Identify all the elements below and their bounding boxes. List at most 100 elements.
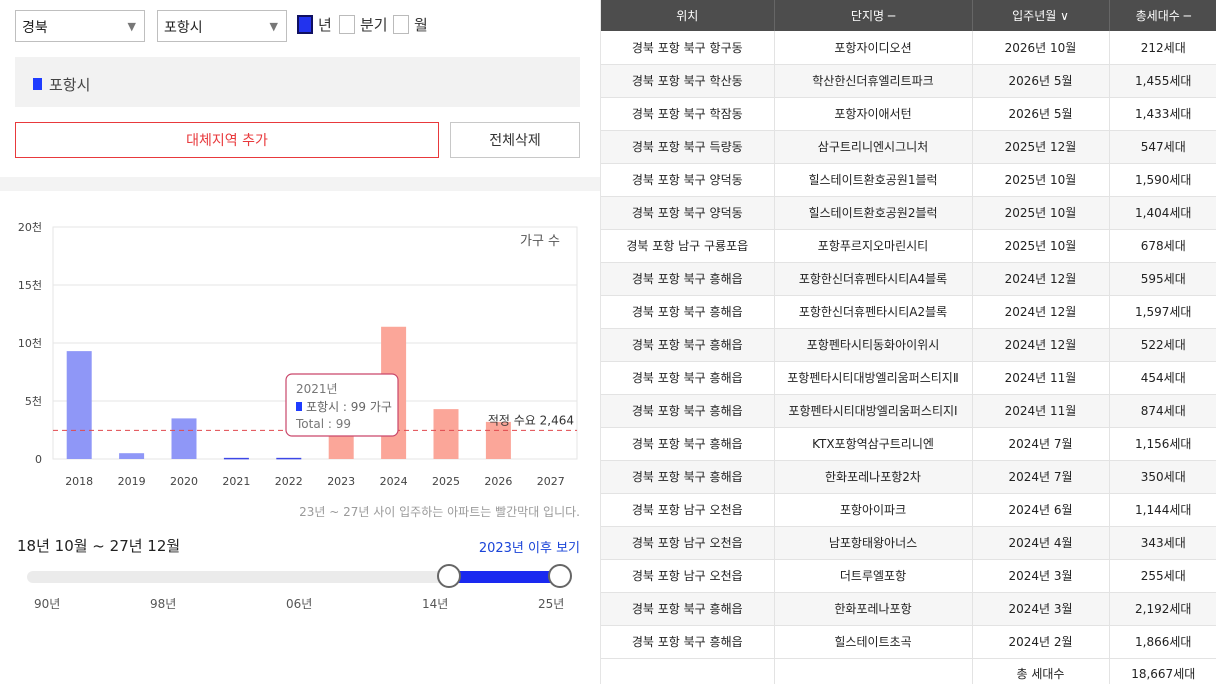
chart-note: 23년 ~ 27년 사이 입주하는 아파트는 빨간막대 입니다. — [299, 505, 580, 519]
checkbox-checked-icon — [297, 15, 313, 34]
cell-complex-name: 포항펜타시티대방엘리움퍼스티지Ⅱ — [774, 361, 973, 395]
period-month-checkbox[interactable]: 월 — [393, 14, 428, 35]
table-row[interactable]: 경북 포항 남구 구룡포읍 포항푸르지오마린시티 2025년 10월 678세대 — [601, 229, 1216, 263]
cell-households: 1,156세대 — [1109, 427, 1216, 461]
bar-2018[interactable] — [66, 351, 92, 459]
table-row[interactable]: 경북 포항 북구 흥해읍 포항펜타시티동화아이위시 2024년 12월 522세대 — [601, 328, 1216, 362]
bar-2025[interactable] — [433, 409, 459, 459]
cell-households: 1,144세대 — [1109, 493, 1216, 527]
period-year-checkbox[interactable]: 년 — [297, 14, 332, 35]
table-row[interactable]: 경북 포항 남구 오천읍 남포항태왕아너스 2024년 4월 343세대 — [601, 526, 1216, 560]
province-select-value: 경북 — [22, 20, 48, 36]
table-row[interactable]: 경북 포항 북구 흥해읍 포항펜타시티대방엘리움퍼스티지Ⅰ 2024년 11월 874… — [601, 394, 1216, 428]
x-tick-label: 2024 — [380, 475, 408, 488]
cell-complex-name: 포항한신더휴펜타시티A4블록 — [774, 262, 973, 296]
period-quarter-checkbox[interactable]: 분기 — [339, 14, 388, 35]
col-header-households[interactable]: 총세대수 ─ — [1109, 0, 1216, 31]
y-tick-label: 0 — [35, 453, 42, 466]
cell-complex-name: 포항한신더휴펜타시티A2블록 — [774, 295, 973, 329]
table-row[interactable]: 경북 포항 북구 항구동 포항자이디오션 2026년 10월 212세대 — [601, 31, 1216, 65]
x-tick-label: 2019 — [118, 475, 146, 488]
cell-households: 595세대 — [1109, 262, 1216, 296]
table-row[interactable]: 경북 포항 북구 학잠동 포항자이애서턴 2026년 5월 1,433세대 — [601, 97, 1216, 131]
cell-households: 255세대 — [1109, 559, 1216, 593]
table-body: 경북 포항 북구 항구동 포항자이디오션 2026년 10월 212세대 경북 포항 북… — [601, 31, 1216, 659]
cell-complex-name: 포항아이파크 — [774, 493, 973, 527]
bar-2019[interactable] — [119, 453, 145, 459]
cell-move-in-date: 2025년 10월 — [972, 196, 1110, 230]
add-alternative-region-button[interactable]: 대체지역 추가 — [15, 122, 439, 158]
city-select-value: 포항시 — [164, 20, 203, 36]
table-row[interactable]: 경북 포항 남구 오천읍 포항아이파크 2024년 6월 1,144세대 — [601, 493, 1216, 527]
x-tick-label: 2026 — [484, 475, 512, 488]
cell-location: 경북 포항 북구 학산동 — [601, 64, 775, 98]
table-row[interactable]: 경북 포항 북구 흥해읍 포항펜타시티대방엘리움퍼스티지Ⅱ 2024년 11월 454… — [601, 361, 1216, 395]
bar-2020[interactable] — [171, 418, 197, 459]
view-after-2023-link[interactable]: 2023년 이후 보기 — [478, 541, 580, 556]
cell-move-in-date: 2024년 11월 — [972, 394, 1110, 428]
col-header-move-in[interactable]: 입주년월 ∨ — [972, 0, 1110, 31]
table-row[interactable]: 경북 포항 북구 학산동 학산한신더휴엘리트파크 2026년 5월 1,455세대 — [601, 64, 1216, 98]
right-panel: 위치 단지명 ─ 입주년월 ∨ 총세대수 ─ 경북 포항 북구 항구동 포항자이디… — [600, 0, 1216, 684]
cell-complex-name: 학산한신더휴엘리트파크 — [774, 64, 973, 98]
cell-complex-name: 포항자이애서턴 — [774, 97, 973, 131]
cell-move-in-date: 2024년 12월 — [972, 328, 1110, 362]
bar-2022[interactable] — [276, 457, 302, 460]
cell-move-in-date: 2024년 4월 — [972, 526, 1110, 560]
checkbox-icon — [393, 15, 409, 34]
selected-region-label: 포항시 — [49, 76, 91, 94]
cell-households: 1,433세대 — [1109, 97, 1216, 131]
slider-end-handle[interactable] — [548, 564, 572, 588]
cell-move-in-date: 2024년 2월 — [972, 625, 1110, 659]
cell-households: 547세대 — [1109, 130, 1216, 164]
cell-move-in-date: 2024년 12월 — [972, 262, 1110, 296]
cell-location: 경북 포항 북구 양덕동 — [601, 163, 775, 197]
y-axis-ticks: 20천 15천 10천 5천 0 — [18, 220, 42, 466]
table-row[interactable]: 경북 포항 북구 흥해읍 KTX포항역삼구트리니엔 2024년 7월 1,156세대 — [601, 427, 1216, 461]
cell-complex-name: 더트루엘포항 — [774, 559, 973, 593]
cell-location: 경북 포항 북구 흥해읍 — [601, 328, 775, 362]
x-tick-label: 2021 — [222, 475, 250, 488]
col-header-location[interactable]: 위치 — [601, 0, 775, 31]
table-row[interactable]: 경북 포항 북구 흥해읍 포항한신더휴펜타시티A2블록 2024년 12월 1,597… — [601, 295, 1216, 329]
table-row[interactable]: 경북 포항 북구 양덕동 힐스테이트환호공원1블럭 2025년 10월 1,590세대 — [601, 163, 1216, 197]
x-tick-label: 2020 — [170, 475, 198, 488]
cell-location: 경북 포항 남구 오천읍 — [601, 559, 775, 593]
cell-households: 1,455세대 — [1109, 64, 1216, 98]
table-row[interactable]: 경북 포항 북구 흥해읍 포항한신더휴펜타시티A4블록 2024년 12월 595세대 — [601, 262, 1216, 296]
col-header-complex[interactable]: 단지명 ─ — [774, 0, 973, 31]
city-select[interactable]: 포항시 ▼ — [157, 10, 287, 42]
slider-tick: 98년 — [150, 597, 177, 611]
table-row[interactable]: 경북 포항 북구 득량동 삼구트리니엔시그니처 2025년 12월 547세대 — [601, 130, 1216, 164]
period-month-label: 월 — [414, 16, 428, 34]
table-row[interactable]: 경북 포항 북구 흥해읍 한화포레나포항 2024년 3월 2,192세대 — [601, 592, 1216, 626]
cell-households: 1,866세대 — [1109, 625, 1216, 659]
cell-households: 2,192세대 — [1109, 592, 1216, 626]
x-tick-label: 2025 — [432, 475, 460, 488]
table-row[interactable]: 경북 포항 남구 오천읍 더트루엘포항 2024년 3월 255세대 — [601, 559, 1216, 593]
cell-move-in-date: 2025년 10월 — [972, 163, 1110, 197]
table-row[interactable]: 경북 포항 북구 양덕동 힐스테이트환호공원2블럭 2025년 10월 1,404세대 — [601, 196, 1216, 230]
cell-households: 212세대 — [1109, 31, 1216, 65]
bar-2021[interactable] — [223, 457, 249, 460]
series-label: 가구 수 — [520, 234, 560, 249]
table-row[interactable]: 경북 포항 북구 흥해읍 힐스테이트초곡 2024년 2월 1,866세대 — [601, 625, 1216, 659]
slider-start-handle[interactable] — [437, 564, 461, 588]
slider-tick: 25년 — [538, 597, 565, 611]
y-tick-label: 20천 — [18, 220, 42, 234]
table-row[interactable]: 경북 포항 북구 흥해읍 한화포레나포항2차 2024년 7월 350세대 — [601, 460, 1216, 494]
y-tick-label: 5천 — [25, 394, 42, 408]
delete-all-button[interactable]: 전체삭제 — [450, 122, 580, 158]
cell-location: 경북 포항 남구 구룡포읍 — [601, 229, 775, 263]
cell-location: 경북 포항 북구 흥해읍 — [601, 295, 775, 329]
cell-complex-name: 포항펜타시티대방엘리움퍼스티지Ⅰ — [774, 394, 973, 428]
cell-complex-name: 한화포레나포항2차 — [774, 460, 973, 494]
bar-2026[interactable] — [485, 421, 511, 459]
period-slider-track[interactable] — [27, 571, 560, 583]
province-select[interactable]: 경북 ▼ — [15, 10, 145, 42]
cell-complex-name: 힐스테이트환호공원2블럭 — [774, 196, 973, 230]
checkbox-icon — [339, 15, 355, 34]
slider-tick: 90년 — [34, 597, 61, 611]
chevron-down-icon: ▼ — [127, 20, 136, 33]
cell-move-in-date: 2024년 7월 — [972, 427, 1110, 461]
